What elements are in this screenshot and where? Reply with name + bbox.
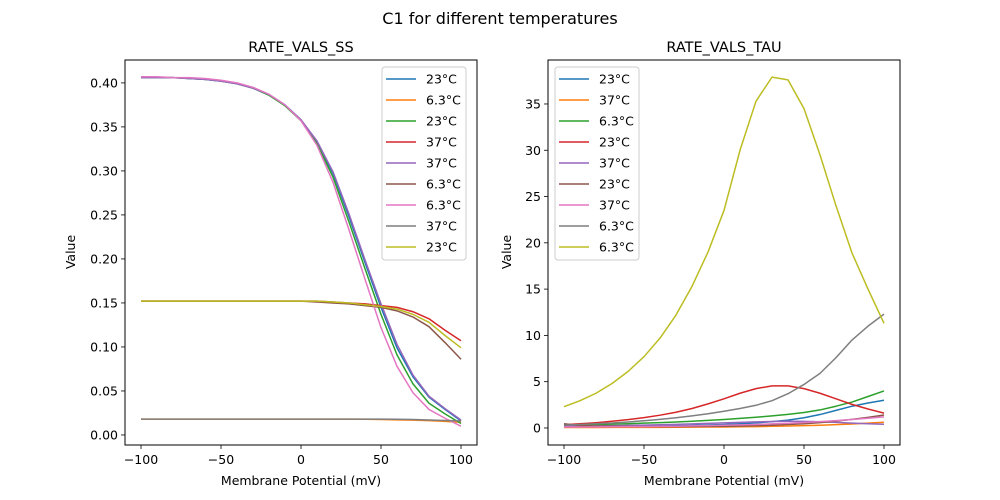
y-tick-label: 0.10 bbox=[90, 339, 118, 354]
legend-label: 6.3°C bbox=[426, 177, 461, 192]
y-tick-label: 25 bbox=[525, 189, 541, 204]
y-tick-label: 0.25 bbox=[90, 207, 118, 222]
series-line-4 bbox=[563, 385, 885, 426]
y-tick-label: 0.40 bbox=[90, 75, 118, 90]
legend-item: 6.3°C bbox=[559, 240, 634, 255]
x-tick-label: 50 bbox=[373, 452, 389, 467]
legend-item: 6.3°C bbox=[386, 198, 461, 213]
y-tick-label: 20 bbox=[525, 235, 541, 250]
legend-label: 23°C bbox=[426, 240, 457, 255]
legend-label: 37°C bbox=[599, 198, 630, 213]
y-ticks: 0 5 10 15 20 25 30 35 bbox=[525, 96, 548, 435]
legend-item: 23°C bbox=[386, 114, 457, 129]
legend-item: 6.3°C bbox=[386, 177, 461, 192]
legend-label: 37°C bbox=[599, 156, 630, 171]
legend-label: 23°C bbox=[599, 177, 630, 192]
subplot-title: RATE_VALS_TAU bbox=[666, 40, 781, 56]
x-tick-label: 100 bbox=[449, 452, 473, 467]
series-line-7 bbox=[563, 416, 885, 428]
series-line-8 bbox=[141, 418, 462, 422]
legend-item: 37°C bbox=[559, 198, 630, 213]
legend-item: 6.3°C bbox=[559, 219, 634, 234]
y-tick-label: 0.30 bbox=[90, 163, 118, 178]
legend-label: 6.3°C bbox=[599, 240, 634, 255]
legend-item: 37°C bbox=[386, 135, 457, 150]
series-line-3 bbox=[563, 390, 885, 426]
legend-label: 23°C bbox=[426, 72, 457, 87]
legend-item: 23°C bbox=[559, 177, 630, 192]
legend-item: 23°C bbox=[559, 72, 630, 87]
legend-item: 37°C bbox=[386, 156, 457, 171]
x-tick-label: 0 bbox=[720, 452, 728, 467]
y-tick-label: 30 bbox=[525, 143, 541, 158]
subplot-rate-vals-ss: RATE_VALS_SS −100 −50 0 50 100 0.000.050.100… bbox=[63, 40, 478, 488]
x-tick-label: 50 bbox=[796, 452, 812, 467]
legend: 23°C 6.3°C 23°C 37°C 37°C 6.3°C 6.3°C 37°C 23°C bbox=[381, 66, 467, 261]
x-tick-label: −100 bbox=[547, 452, 581, 467]
y-tick-label: 0.00 bbox=[90, 427, 118, 442]
legend-item: 37°C bbox=[386, 219, 457, 234]
subplot-title: RATE_VALS_SS bbox=[248, 40, 353, 56]
legend-label: 23°C bbox=[599, 135, 630, 150]
y-tick-label: 0.15 bbox=[90, 295, 118, 310]
legend-box bbox=[554, 66, 640, 261]
legend-box bbox=[381, 66, 467, 261]
series-lines bbox=[563, 76, 885, 429]
y-tick-label: 10 bbox=[525, 328, 541, 343]
y-tick-label: 15 bbox=[525, 282, 541, 297]
x-ticks: −100 −50 0 50 100 bbox=[547, 445, 896, 467]
y-axis-label: Value bbox=[499, 235, 514, 270]
series-line-7 bbox=[141, 75, 462, 427]
y-tick-label: 35 bbox=[525, 96, 541, 111]
legend-label: 6.3°C bbox=[599, 114, 634, 129]
y-tick-label: 0.05 bbox=[90, 383, 118, 398]
series-line-4 bbox=[141, 300, 462, 342]
y-axis-label: Value bbox=[63, 235, 78, 270]
subplot-rate-vals-tau: RATE_VALS_TAU −100 −50 0 50 100 0 5 10 15 20 25 30… bbox=[499, 40, 901, 488]
figure-suptitle: C1 for different temperatures bbox=[382, 9, 617, 28]
y-tick-label: 5 bbox=[533, 374, 541, 389]
x-axis-label: Membrane Potential (mV) bbox=[221, 473, 381, 488]
series-line-9 bbox=[141, 300, 462, 349]
x-axis-label: Membrane Potential (mV) bbox=[644, 473, 804, 488]
legend-item: 37°C bbox=[559, 156, 630, 171]
legend-item: 23°C bbox=[559, 135, 630, 150]
legend-label: 37°C bbox=[599, 93, 630, 108]
x-tick-label: 0 bbox=[297, 452, 305, 467]
y-tick-label: 0.20 bbox=[90, 251, 118, 266]
legend-label: 37°C bbox=[426, 156, 457, 171]
legend-item: 23°C bbox=[386, 240, 457, 255]
legend-label: 37°C bbox=[426, 219, 457, 234]
series-line-6 bbox=[141, 300, 462, 360]
x-ticks: −100 −50 0 50 100 bbox=[124, 445, 473, 467]
legend-item: 37°C bbox=[559, 93, 630, 108]
legend-label: 6.3°C bbox=[426, 198, 461, 213]
x-tick-label: −100 bbox=[124, 452, 158, 467]
series-line-8 bbox=[563, 313, 885, 426]
y-tick-label: 0 bbox=[533, 420, 541, 435]
legend-label: 37°C bbox=[426, 135, 457, 150]
series-line-9 bbox=[563, 76, 885, 408]
legend-item: 23°C bbox=[386, 72, 457, 87]
legend-label: 23°C bbox=[426, 114, 457, 129]
y-tick-label: 0.35 bbox=[90, 119, 118, 134]
x-tick-label: −50 bbox=[208, 452, 234, 467]
y-ticks: 0.00 0.05 0.10 0.15 0.20 0.25 0.30 0.35 0.40 bbox=[90, 75, 125, 442]
legend-item: 6.3°C bbox=[559, 114, 634, 129]
legend-item: 6.3°C bbox=[386, 93, 461, 108]
series-lines bbox=[141, 75, 462, 427]
legend-label: 6.3°C bbox=[599, 219, 634, 234]
x-tick-label: 100 bbox=[872, 452, 896, 467]
x-tick-label: −50 bbox=[631, 452, 657, 467]
legend-label: 6.3°C bbox=[426, 93, 461, 108]
legend: 23°C 37°C 6.3°C 23°C 37°C 23°C 37°C 6.3°C 6.3°C bbox=[554, 66, 640, 261]
legend-label: 23°C bbox=[599, 72, 630, 87]
